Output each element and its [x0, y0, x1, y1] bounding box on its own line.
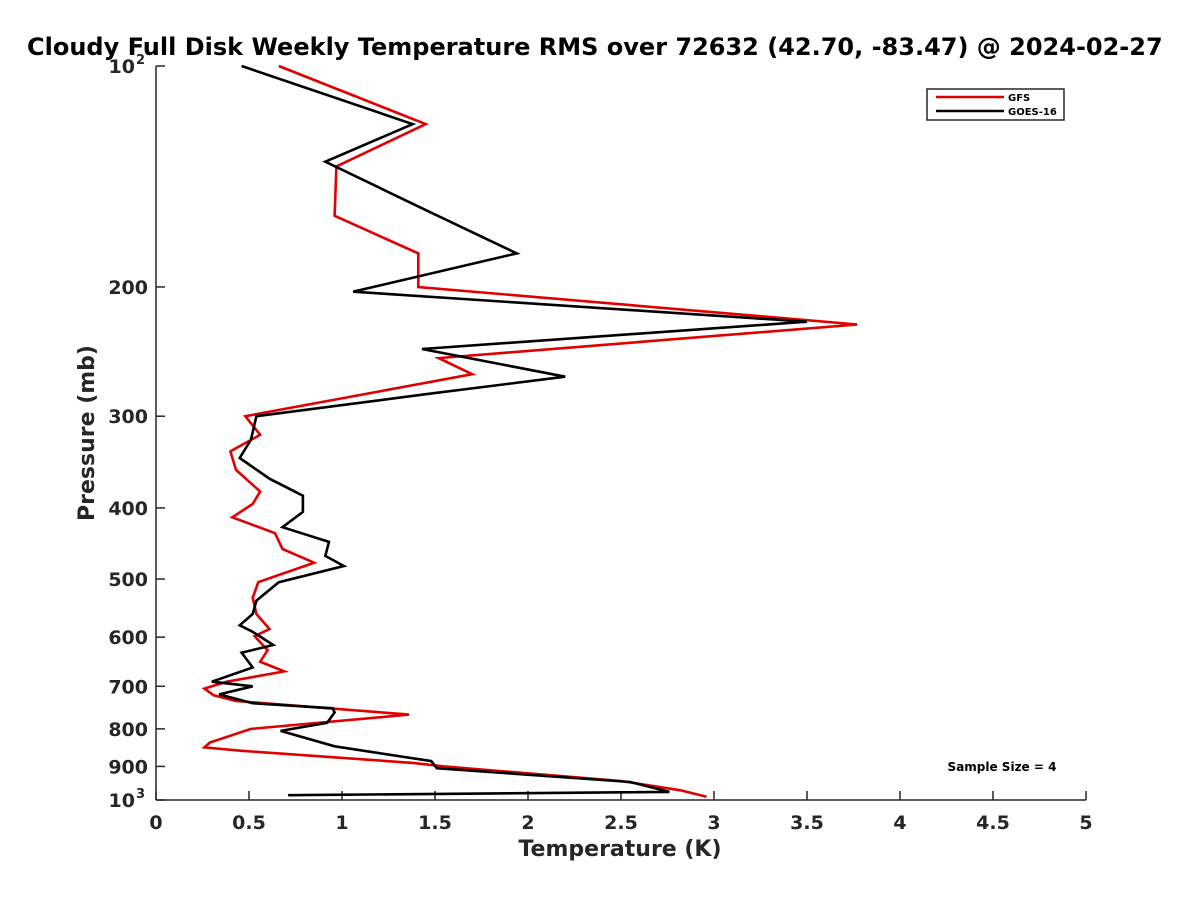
x-tick-label: 5 — [1079, 812, 1092, 834]
y-tick-label: 10 3 — [109, 787, 146, 812]
x-tick-label: 2 — [521, 812, 534, 834]
y-tick-label-exponent: 3 — [136, 787, 145, 802]
x-tick-label: 0.5 — [232, 812, 266, 834]
y-tick-label: 10 2 — [109, 53, 146, 78]
y-tick-label-base: 10 — [109, 56, 135, 78]
x-tick-label: 3.5 — [790, 812, 824, 834]
y-tick-label: 700 — [108, 676, 148, 698]
y-axis-label: Pressure (mb) — [75, 345, 100, 521]
legend-label: GFS — [1008, 93, 1030, 104]
series-line-goes-16 — [211, 64, 808, 797]
y-tick-label: 800 — [108, 719, 148, 741]
y-tick-label: 200 — [108, 277, 148, 299]
y-tick-label: 500 — [108, 569, 148, 591]
x-tick-label: 0 — [149, 812, 162, 834]
legend: GFS GOES-16 — [926, 88, 1065, 121]
chart-title: Cloudy Full Disk Weekly Temperature RMS … — [27, 33, 1163, 61]
x-tick-label: 2.5 — [604, 812, 638, 834]
y-tick-label: 400 — [108, 498, 148, 520]
y-tick-label: 600 — [108, 627, 148, 649]
x-axis-label: Temperature (K) — [518, 837, 721, 862]
y-tick-label-base: 10 — [109, 790, 135, 812]
y-tick-label-exponent: 2 — [136, 53, 145, 68]
sample-size-annotation: Sample Size = 4 — [948, 760, 1057, 774]
x-tick-label: 1.5 — [418, 812, 452, 834]
legend-box — [926, 88, 1065, 121]
x-tick-label: 4.5 — [976, 812, 1010, 834]
legend-label: GOES-16 — [1008, 107, 1057, 118]
x-tick-label: 3 — [707, 812, 720, 834]
y-tick-label: 300 — [108, 406, 148, 428]
x-tick-label: 1 — [335, 812, 348, 834]
series-line-gfs — [201, 64, 858, 799]
plot-area: 0 0.5 1 1.5 2 2.5 3 3.5 4 4.5 510 22003004005006007… — [108, 53, 1092, 834]
y-tick-label: 900 — [108, 756, 148, 778]
x-tick-label: 4 — [893, 812, 906, 834]
